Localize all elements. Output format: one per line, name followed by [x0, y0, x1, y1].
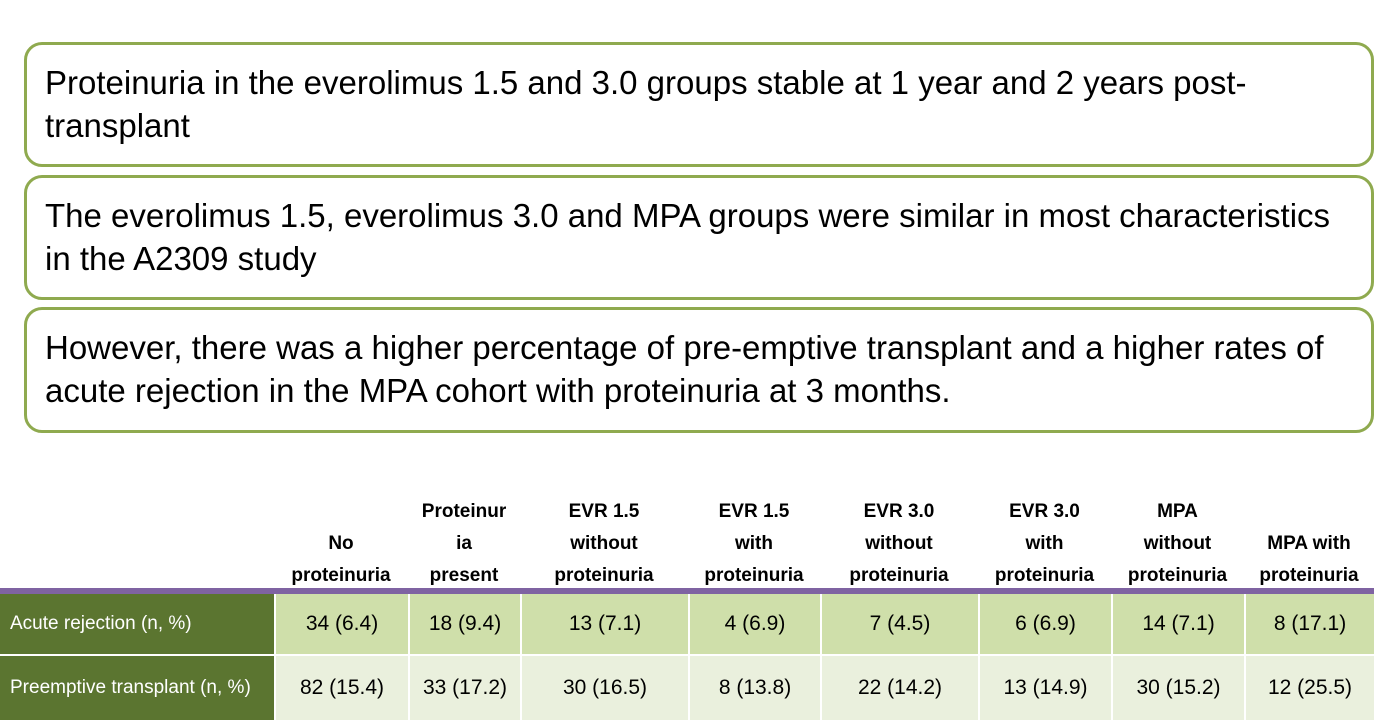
table-cell: 7 (4.5) — [820, 594, 978, 654]
table-cell: 34 (6.4) — [274, 594, 408, 654]
bullet-box-1: Proteinuria in the everolimus 1.5 and 3.… — [24, 42, 1374, 167]
bullet-box-2: The everolimus 1.5, everolimus 3.0 and M… — [24, 175, 1374, 300]
table-cell: 6 (6.9) — [978, 594, 1111, 654]
table-cell: 30 (15.2) — [1111, 656, 1244, 720]
bullet-text-2: The everolimus 1.5, everolimus 3.0 and M… — [45, 197, 1331, 277]
table-cell: 82 (15.4) — [274, 656, 408, 720]
column-header: MPA without proteinuria — [1127, 501, 1228, 586]
table-cell: 22 (14.2) — [820, 656, 978, 720]
table-cell: 8 (13.8) — [688, 656, 820, 720]
column-header: EVR 3.0 without proteinuria — [849, 501, 949, 586]
table-cell: 30 (16.5) — [520, 656, 688, 720]
bullet-text-1: Proteinuria in the everolimus 1.5 and 3.… — [45, 64, 1247, 144]
bullet-text-3: However, there was a higher percentage o… — [45, 329, 1324, 409]
column-header: EVR 1.5 with proteinuria — [704, 501, 804, 586]
column-header: EVR 1.5 without proteinuria — [554, 501, 654, 586]
row-label-acute-rejection: Acute rejection (n, %) — [0, 594, 274, 654]
table-cell: 33 (17.2) — [408, 656, 520, 720]
table-cell: 8 (17.1) — [1244, 594, 1374, 654]
row-label-preemptive-transplant: Preemptive transplant (n, %) — [0, 656, 274, 720]
table-cell: 12 (25.5) — [1244, 656, 1374, 720]
column-header: Proteinur ia present — [421, 501, 507, 586]
header-divider — [0, 588, 1374, 594]
column-header: MPA with proteinuria — [1259, 533, 1359, 586]
table-cell: 14 (7.1) — [1111, 594, 1244, 654]
table-cell: 4 (6.9) — [688, 594, 820, 654]
table-cell: 18 (9.4) — [408, 594, 520, 654]
column-header: EVR 3.0 with proteinuria — [994, 501, 1095, 586]
table-cell: 13 (7.1) — [520, 594, 688, 654]
column-header: No proteinuria — [291, 533, 391, 586]
table-cell: 13 (14.9) — [978, 656, 1111, 720]
bullet-box-3: However, there was a higher percentage o… — [24, 307, 1374, 433]
